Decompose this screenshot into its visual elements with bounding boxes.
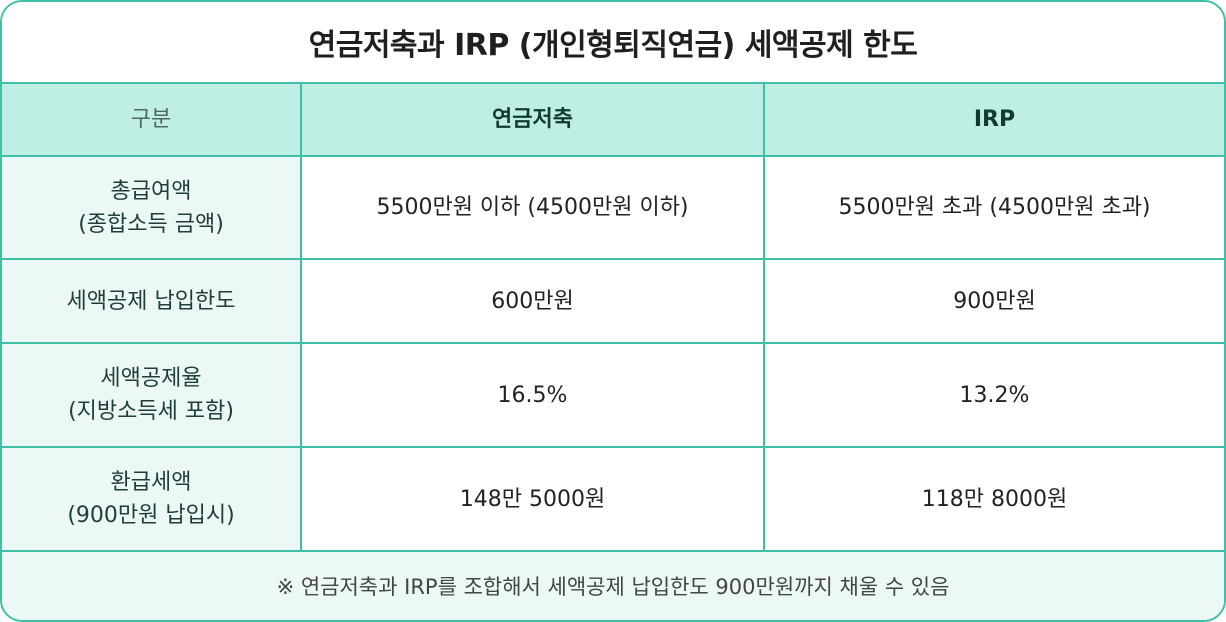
cell-irp-total-salary: 5500만원 초과 (4500만원 초과) bbox=[765, 157, 1224, 260]
row-label-refund: 환급세액 (900만원 납입시) bbox=[2, 448, 302, 552]
cell-irp-refund: 118만 8000원 bbox=[765, 448, 1224, 552]
header-irp: IRP bbox=[765, 84, 1224, 157]
comparison-table: 구분 연금저축 IRP 총급여액 (종합소득 금액) 5500만원 이하 (45… bbox=[2, 84, 1224, 552]
page-title: 연금저축과 IRP (개인형퇴직연금) 세액공제 한도 bbox=[308, 28, 918, 63]
cell-pension-refund: 148만 5000원 bbox=[302, 448, 765, 552]
title-bar: 연금저축과 IRP (개인형퇴직연금) 세액공제 한도 bbox=[2, 2, 1224, 84]
header-category: 구분 bbox=[2, 84, 302, 157]
row-label-deduction-rate: 세액공제율 (지방소득세 포함) bbox=[2, 344, 302, 448]
cell-pension-deduction-rate: 16.5% bbox=[302, 344, 765, 448]
cell-pension-total-salary: 5500만원 이하 (4500만원 이하) bbox=[302, 157, 765, 260]
cell-irp-deduction-rate: 13.2% bbox=[765, 344, 1224, 448]
row-label-total-salary: 총급여액 (종합소득 금액) bbox=[2, 157, 302, 260]
cell-pension-deduction-limit: 600만원 bbox=[302, 260, 765, 344]
cell-irp-deduction-limit: 900만원 bbox=[765, 260, 1224, 344]
header-pension-savings: 연금저축 bbox=[302, 84, 765, 157]
row-label-deduction-limit: 세액공제 납입한도 bbox=[2, 260, 302, 344]
footnote: ※ 연금저축과 IRP를 조합해서 세액공제 납입한도 900만원까지 채울 수… bbox=[2, 552, 1224, 620]
